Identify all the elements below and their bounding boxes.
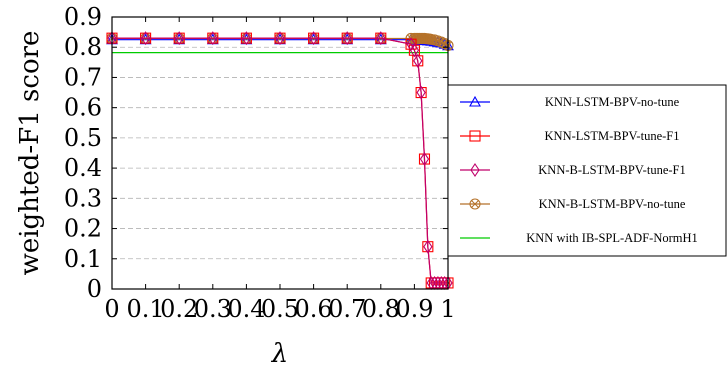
x-tick-label-3: 0.3: [194, 295, 232, 323]
legend-label-1: KNN-LSTM-BPV-tune-F1: [545, 129, 680, 143]
series-2-point-1: [140, 31, 151, 46]
grid-lines: [112, 46, 448, 260]
y-tick-label-6: 0.6: [64, 94, 102, 122]
x-tick-label-7: 0.7: [328, 295, 366, 323]
series-line-2: [112, 37, 448, 284]
series-2-point-3: [208, 31, 218, 46]
x-tick-label-6: 0.6: [295, 295, 333, 323]
legend: KNN-LSTM-BPV-no-tune KNN-LSTM-BPV-tune-F1…: [447, 84, 727, 257]
series-2-point-4: [241, 31, 252, 46]
x-tick-label-5: 0.5: [261, 295, 299, 323]
series-2-point-12: [416, 85, 426, 100]
y-tick-label-0: 0: [87, 275, 102, 303]
legend-marker-1: [469, 130, 481, 142]
legend-marker-0: [469, 95, 481, 107]
series-2-point-11: [413, 53, 423, 68]
y-tick-label-5: 0.5: [64, 124, 102, 152]
legend-entry-3: KNN-B-LSTM-BPV-no-tune: [460, 197, 686, 211]
legend-label-4: KNN with IB-SPL-ADF-NormH1: [526, 231, 698, 245]
series-2-point-14: [423, 239, 433, 254]
plot-frame: [111, 16, 449, 290]
legend-entry-4: KNN with IB-SPL-ADF-NormH1: [460, 231, 698, 245]
series-2-point-5: [275, 31, 285, 46]
series-2-point-7: [342, 31, 352, 46]
tick-labels: 00.10.20.30.40.50.60.70.80.90 0.10.20.30.…: [64, 3, 456, 323]
series-2: [107, 31, 453, 290]
legend-marker-3: [469, 198, 481, 210]
series-layer: [106, 31, 454, 290]
legend-entry-2: KNN-B-LSTM-BPV-tune-F1: [460, 163, 686, 177]
series-1: [106, 32, 454, 289]
y-axis-label: weighted-F1 score: [15, 31, 45, 276]
y-tick-label-8: 0.8: [64, 33, 102, 61]
series-2-point-13: [419, 152, 430, 167]
x-tick-label-0: 0: [104, 295, 119, 323]
series-2-point-2: [174, 31, 184, 46]
y-tick-label-9: 0.9: [64, 3, 102, 31]
series-line-1: [112, 37, 448, 284]
series-2-point-6: [308, 31, 319, 46]
legend-entry-1: KNN-LSTM-BPV-tune-F1: [460, 129, 679, 143]
legend-marker-2: [470, 163, 480, 177]
x-tick-label-1: 0.1: [127, 295, 165, 323]
series-2-point-10: [409, 43, 420, 58]
x-tick-label-2: 0.2: [160, 295, 198, 323]
legend-label-3: KNN-B-LSTM-BPV-no-tune: [539, 197, 686, 211]
x-tick-label-8: 0.8: [362, 295, 400, 323]
y-tick-label-3: 0.3: [64, 184, 102, 212]
y-tick-label-2: 0.2: [64, 215, 102, 243]
y-tick-label-1: 0.1: [64, 245, 102, 273]
x-tick-label-9: 0.9: [395, 295, 433, 323]
y-tick-label-4: 0.4: [64, 154, 102, 182]
legend-label-0: KNN-LSTM-BPV-no-tune: [545, 95, 680, 109]
x-tick-label-10: 1: [440, 295, 455, 323]
series-2-point-8: [376, 31, 386, 46]
y-tick-label-7: 0.7: [64, 63, 102, 91]
legend-entry-0: KNN-LSTM-BPV-no-tune: [460, 95, 680, 109]
legend-label-2: KNN-B-LSTM-BPV-tune-F1: [538, 163, 685, 177]
axis-ticks: [111, 16, 449, 290]
x-tick-label-4: 0.4: [227, 295, 265, 323]
legend-box: [447, 84, 727, 257]
x-axis-label: λ: [271, 339, 288, 369]
